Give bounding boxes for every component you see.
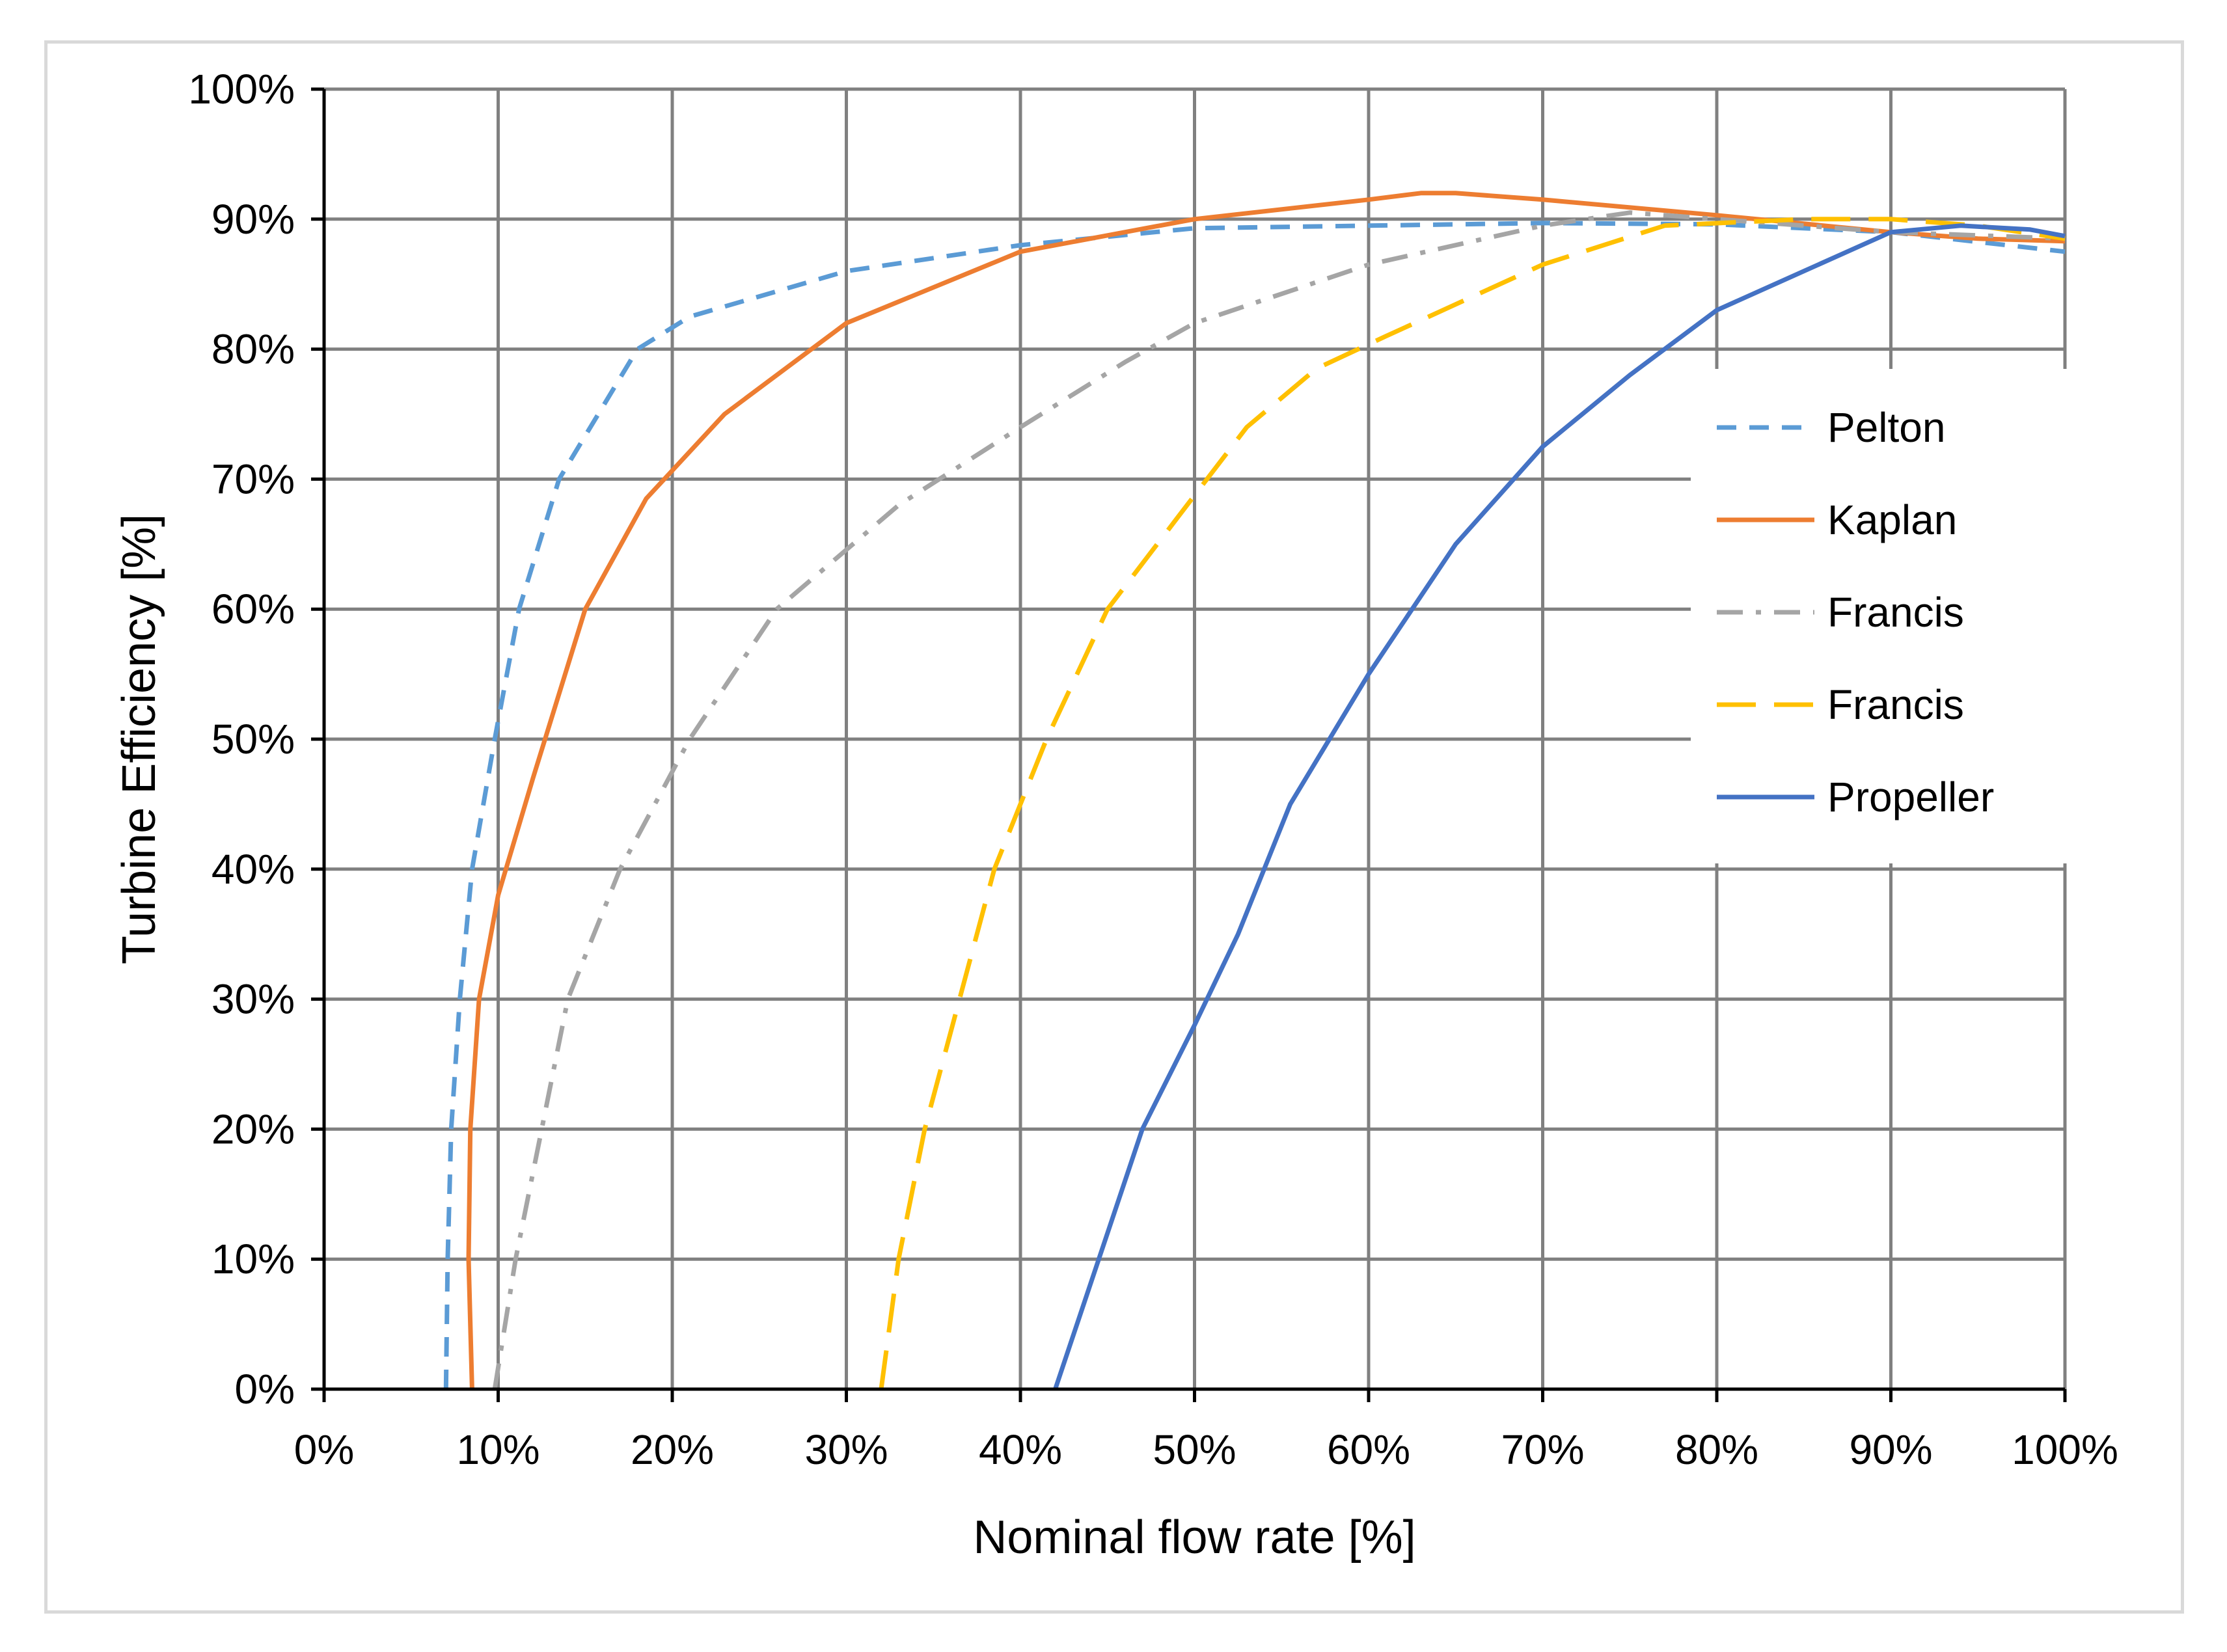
y-tick-label: 40%	[212, 846, 295, 893]
x-tick-label: 10%	[456, 1426, 540, 1473]
data-series	[443, 191, 2066, 1390]
x-tick-label: 30%	[804, 1426, 888, 1473]
y-tick-label: 60%	[212, 586, 295, 632]
y-tick-label: 100%	[188, 66, 295, 113]
y-tick-label: 70%	[212, 455, 295, 502]
legend-label: Propeller	[1827, 774, 1994, 820]
chart-canvas: 0% 10% 20% 30% 40% 50% 60% 70% 80% 90% 100% 0% 10% 2…	[113, 66, 2118, 1564]
x-tick-label: 60%	[1327, 1426, 1410, 1473]
series-line-kaplan-1	[466, 191, 2066, 1390]
y-tick-label: 90%	[212, 196, 295, 243]
y-tick-label: 10%	[212, 1236, 295, 1282]
x-tick-label: 0%	[294, 1426, 355, 1473]
y-axis-title: Turbine Efficiency [%]	[113, 514, 165, 964]
legend: Pelton Kaplan Francis Francis Propeller	[1691, 369, 2091, 863]
axes	[311, 87, 2067, 1402]
series-line-francis-2	[492, 210, 2066, 1390]
legend-label: Francis	[1827, 589, 1964, 636]
legend-label: Pelton	[1827, 404, 1945, 451]
legend-box	[1691, 369, 2091, 863]
x-tick-label: 100%	[2012, 1426, 2118, 1473]
x-tick-label: 90%	[1849, 1426, 1932, 1473]
series-line-francis-3	[879, 217, 2066, 1390]
series-line-propeller-4	[1053, 223, 2066, 1390]
x-axis-title: Nominal flow rate [%]	[973, 1511, 1415, 1564]
chart-frame: 0% 10% 20% 30% 40% 50% 60% 70% 80% 90% 100% 0% 10% 2…	[44, 40, 2184, 1614]
y-tick-label: 20%	[212, 1105, 295, 1152]
y-tick-label: 80%	[212, 326, 295, 373]
x-tick-label: 20%	[631, 1426, 714, 1473]
y-tick-label: 50%	[212, 716, 295, 763]
y-tick-label: 0%	[235, 1366, 295, 1413]
x-tick-labels: 0% 10% 20% 30% 40% 50% 60% 70% 80% 90% 100%	[294, 1426, 2118, 1473]
y-tick-label: 30%	[212, 976, 295, 1023]
x-tick-label: 40%	[979, 1426, 1062, 1473]
x-tick-label: 50%	[1153, 1426, 1236, 1473]
x-tick-label: 70%	[1501, 1426, 1584, 1473]
legend-label: Kaplan	[1827, 496, 1957, 543]
y-tick-labels: 0% 10% 20% 30% 40% 50% 60% 70% 80% 90% 100%	[188, 66, 295, 1413]
legend-label: Francis	[1827, 681, 1964, 728]
x-tick-label: 80%	[1675, 1426, 1758, 1473]
